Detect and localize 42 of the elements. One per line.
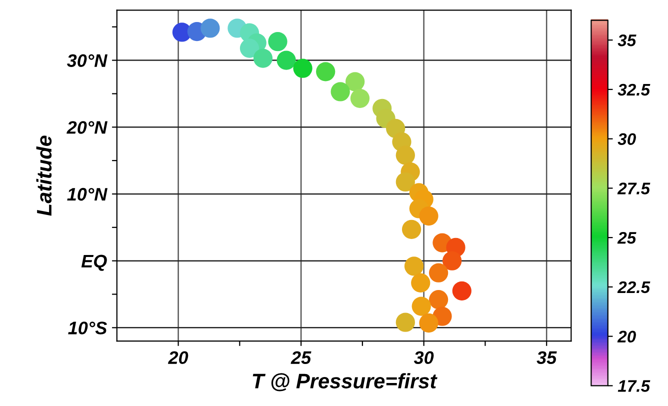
color-bar-label: 17.5 [618, 380, 650, 392]
color-bar-label: 25 [617, 232, 636, 244]
point [452, 281, 472, 300]
y-tick-label: 10°N [67, 188, 108, 201]
color-bar-label: 35 [618, 34, 636, 46]
y-tick-label: 20°N [66, 121, 108, 134]
point [330, 82, 350, 102]
y-tick-label: 10°S [68, 322, 107, 334]
point [200, 18, 220, 38]
x-tick-label: 25 [290, 351, 312, 364]
color-bar-label: 27.5 [617, 182, 650, 194]
point [396, 146, 415, 165]
color-bar-label: 22.5 [617, 281, 650, 294]
x-tick-label: 30 [414, 351, 434, 364]
color-bar-label: 20 [617, 330, 636, 343]
y-tick-label: EQ [81, 254, 107, 271]
point [293, 58, 312, 78]
point [428, 263, 448, 282]
point [428, 290, 448, 310]
point [412, 296, 431, 316]
point [268, 32, 288, 52]
point [240, 38, 260, 58]
point [316, 62, 336, 82]
point [402, 220, 422, 239]
x-axis-title: T @ Pressure=first [252, 373, 438, 392]
point [276, 50, 296, 70]
color-bar-label: 32.5 [618, 84, 650, 96]
point [345, 72, 365, 92]
point [411, 273, 430, 292]
point [442, 251, 462, 270]
point [253, 48, 273, 68]
y-tick-label: 30°N [66, 54, 108, 68]
point [404, 256, 424, 276]
point [350, 88, 370, 108]
x-tick-label: 35 [536, 351, 557, 364]
point [396, 172, 415, 192]
point [419, 313, 438, 333]
point [396, 312, 415, 332]
point [419, 206, 438, 226]
color-bar-label: 30 [618, 133, 636, 146]
x-tick-label: 20 [168, 351, 188, 364]
y-axis-title: Latitude [36, 136, 52, 216]
